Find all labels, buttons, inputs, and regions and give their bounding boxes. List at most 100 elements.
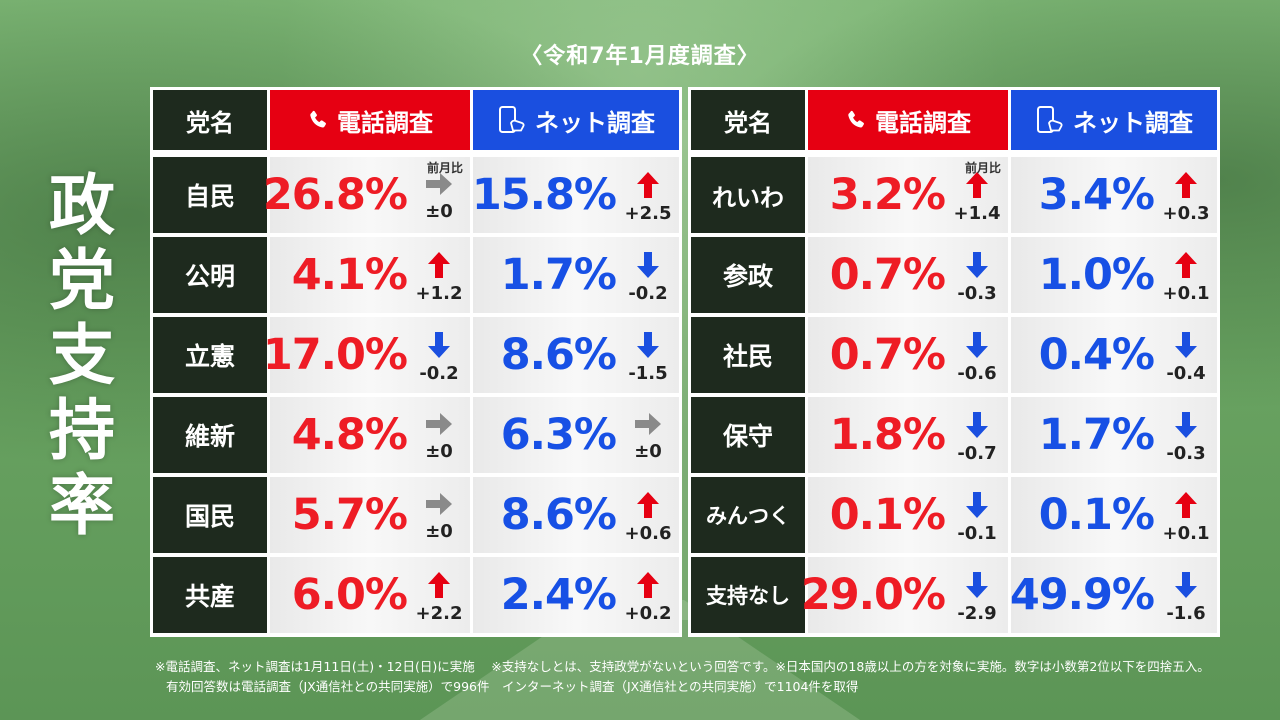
- phone-change-value: +2.2: [415, 603, 463, 624]
- arrow-up-icon: [1175, 172, 1197, 198]
- header-phone: 電話調査: [270, 90, 470, 150]
- header-phone: 電話調査: [808, 90, 1008, 150]
- phone-value: 0.7%: [829, 330, 946, 380]
- arrow-right-icon: [426, 413, 452, 435]
- arrow-up-icon: [1175, 252, 1197, 278]
- arrow-down-icon: [637, 332, 659, 358]
- net-change-value: -1.5: [628, 363, 668, 384]
- phone-change-value: -2.9: [957, 603, 997, 624]
- phone-cell: 17.0% -0.2: [263, 317, 470, 393]
- net-value: 8.6%: [500, 490, 617, 540]
- net-value: 2.4%: [500, 570, 617, 620]
- arrow-up-icon: [637, 492, 659, 518]
- phone-change-value: -0.1: [957, 523, 997, 544]
- table-row: 立憲 17.0% -0.2 8.6% -1.5: [153, 317, 679, 393]
- prev-month-label: 前月比: [427, 161, 464, 175]
- table-row: 保守 1.8% -0.7 1.7% -0.3: [691, 397, 1217, 473]
- phone-value: 1.8%: [829, 410, 946, 460]
- header-party-label: 党名: [724, 108, 772, 137]
- table-row: 自民 26.8% ±0 15.8% +2.5: [153, 157, 679, 233]
- net-change-value: -0.3: [1166, 443, 1206, 464]
- header-net: ネット調査: [1011, 90, 1217, 150]
- phone-change-value: ±0: [425, 521, 453, 542]
- arrow-down-icon: [966, 332, 988, 358]
- party-name: 維新: [153, 397, 267, 473]
- phone-change: -2.9: [948, 571, 1006, 631]
- net-cell: 8.6% -1.5: [473, 317, 679, 393]
- phone-value: 29.0%: [800, 570, 946, 620]
- table-row: 維新 4.8% ±0 6.3% ±0: [153, 397, 679, 473]
- party-name: 自民: [153, 157, 267, 233]
- party-name: 国民: [153, 477, 267, 553]
- phone-change-value: ±0: [425, 441, 453, 462]
- arrow-down-icon: [966, 412, 988, 438]
- net-change-value: +0.6: [624, 523, 672, 544]
- header-phone-label: 電話調査: [337, 108, 433, 137]
- phone-cell: 4.1% +1.2: [270, 237, 470, 313]
- header-phone-label: 電話調査: [875, 108, 971, 137]
- header-party-label: 党名: [186, 108, 234, 137]
- net-value: 0.4%: [1038, 330, 1155, 380]
- net-change-value: +2.5: [624, 203, 672, 224]
- net-change: +2.5: [619, 171, 677, 231]
- table-row: 社民 0.7% -0.6 0.4% -0.4: [691, 317, 1217, 393]
- phone-change: -0.3: [948, 251, 1006, 311]
- net-value: 8.6%: [500, 330, 617, 380]
- phone-cell: 0.7% -0.3: [808, 237, 1008, 313]
- net-cell: 0.1% +0.1: [1011, 477, 1217, 553]
- party-name: 公明: [153, 237, 267, 313]
- header-net-label: ネット調査: [1073, 108, 1193, 137]
- phone-value: 0.1%: [829, 490, 946, 540]
- net-cell: 1.0% +0.1: [1011, 237, 1217, 313]
- party-name: れいわ: [691, 157, 805, 233]
- table-row: 国民 5.7% ±0 8.6% +0.6: [153, 477, 679, 553]
- phone-cell: 26.8% ±0: [263, 157, 470, 233]
- net-change-value: +0.1: [1162, 283, 1210, 304]
- table-panel-left: 党名 電話調査 ネット調査 自民 26.8% ±0 15.8% +2.5 公明 4.1% +1…: [150, 87, 682, 637]
- phone-change-value: -0.2: [419, 363, 459, 384]
- net-cell: 15.8% +2.5: [472, 157, 679, 233]
- net-change: -0.4: [1157, 331, 1215, 391]
- phone-change: ±0: [410, 491, 468, 551]
- header-net-label: ネット調査: [535, 108, 655, 137]
- table-row: 支持なし 29.0% -2.9 49.9% -1.6: [691, 557, 1217, 633]
- net-change: +0.1: [1157, 491, 1215, 551]
- net-cell: 1.7% -0.3: [1011, 397, 1217, 473]
- phone-value: 0.7%: [829, 250, 946, 300]
- title-char: 率: [49, 467, 115, 544]
- phone-cell: 29.0% -2.9: [801, 557, 1008, 633]
- smartphone-icon: [1035, 105, 1065, 135]
- table-panel-right: 党名 電話調査 ネット調査 れいわ 3.2% +1.4 3.4% +0.3 参政 0.7% -…: [688, 87, 1220, 637]
- arrow-down-icon: [428, 332, 450, 358]
- phone-change: -0.6: [948, 331, 1006, 391]
- net-change: -0.3: [1157, 411, 1215, 471]
- title-char: 党: [49, 242, 115, 319]
- net-change: +0.3: [1157, 171, 1215, 231]
- arrow-down-icon: [1175, 572, 1197, 598]
- net-change-value: -0.2: [628, 283, 668, 304]
- phone-change-value: +1.2: [415, 283, 463, 304]
- party-name: みんつく: [691, 477, 805, 553]
- net-cell: 3.4% +0.3: [1011, 157, 1217, 233]
- party-name: 共産: [153, 557, 267, 633]
- footnote-2: 有効回答数は電話調査（JX通信社との共同実施）で996件 インターネット調査（J…: [166, 679, 859, 694]
- table-row: 参政 0.7% -0.3 1.0% +0.1: [691, 237, 1217, 313]
- header-net: ネット調査: [473, 90, 679, 150]
- phone-change: ±0: [410, 411, 468, 471]
- net-change: -1.6: [1157, 571, 1215, 631]
- title-char: 政: [49, 167, 115, 244]
- phone-change: +1.4: [948, 171, 1006, 231]
- party-name: 参政: [691, 237, 805, 313]
- header-party: 党名: [691, 90, 805, 150]
- net-value: 1.7%: [500, 250, 617, 300]
- phone-change: -0.1: [948, 491, 1006, 551]
- header-party: 党名: [153, 90, 267, 150]
- phone-cell: 5.7% ±0: [270, 477, 470, 553]
- phone-value: 3.2%: [829, 170, 946, 220]
- party-name: 立憲: [153, 317, 267, 393]
- arrow-right-icon: [426, 493, 452, 515]
- phone-cell: 0.1% -0.1: [808, 477, 1008, 553]
- net-cell: 0.4% -0.4: [1011, 317, 1217, 393]
- phone-cell: 1.8% -0.7: [808, 397, 1008, 473]
- arrow-up-icon: [637, 572, 659, 598]
